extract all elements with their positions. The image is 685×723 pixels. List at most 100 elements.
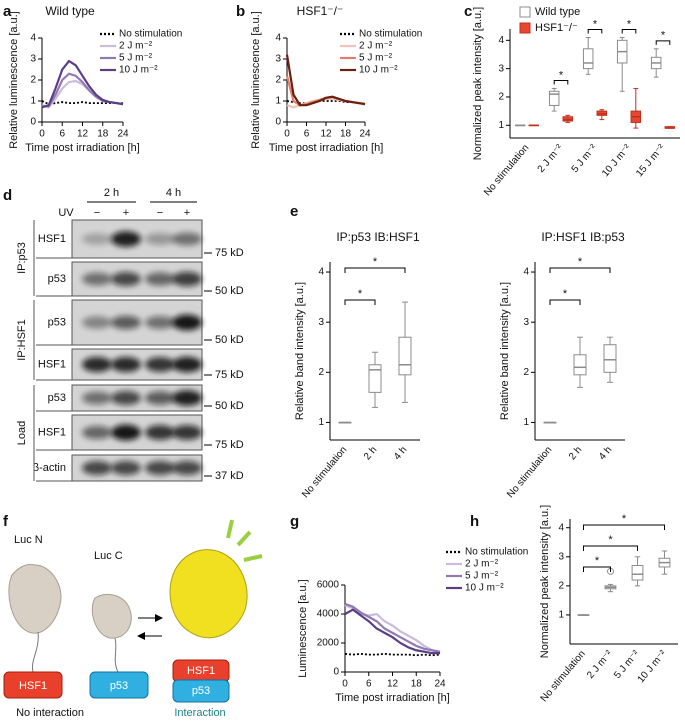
- blot-band: [82, 316, 112, 329]
- blot-band: [82, 391, 112, 405]
- panel-label: e: [290, 203, 298, 220]
- interaction-label: Interaction: [174, 707, 225, 719]
- significance-bracket: [583, 524, 665, 530]
- significance-label: *: [627, 18, 632, 30]
- luciferase: [169, 549, 248, 639]
- line: [344, 602, 441, 653]
- significance-bracket: [549, 299, 581, 305]
- legend-swatch: [519, 22, 531, 34]
- treatment-sign: +: [184, 207, 190, 219]
- light-ray: [243, 554, 263, 562]
- legend-label: No stimulation: [359, 29, 422, 40]
- panel-label: b: [236, 3, 245, 20]
- y-tick-label: 3: [275, 54, 281, 65]
- y-tick-label: 3: [558, 551, 564, 562]
- legend-label: Wild type: [535, 6, 580, 18]
- line: [344, 604, 441, 655]
- x-tick-label: 2 J m⁻²: [585, 648, 615, 681]
- significance-bracket: [344, 267, 406, 273]
- linker: [31, 631, 39, 673]
- light-ray: [236, 530, 252, 547]
- x-axis-label: Time post irradiation [h]: [25, 142, 140, 154]
- y-tick-label: 1: [523, 417, 529, 428]
- blot-band: [111, 460, 141, 476]
- y-tick-label: 4: [558, 522, 564, 533]
- y-tick-label: 2: [30, 75, 36, 86]
- blot-band: [172, 425, 202, 440]
- luc-n-label: Luc N: [14, 534, 43, 546]
- hsf1-box: [3, 671, 63, 699]
- y-tick-label: 0: [275, 117, 281, 128]
- blot-band: [111, 390, 141, 406]
- x-tick-label: 12: [387, 679, 399, 690]
- x-tick-label: No stimulation: [505, 445, 554, 501]
- time-label: 4 h: [166, 187, 181, 199]
- box: [398, 336, 412, 376]
- x-tick-label: 18: [411, 679, 423, 690]
- blot-band: [145, 316, 175, 329]
- blot-band: [172, 232, 202, 246]
- protein-label: HSF1: [38, 358, 66, 370]
- p53-label: p53: [192, 685, 210, 697]
- x-tick-label: 24: [434, 679, 446, 690]
- blot-band: [145, 233, 175, 245]
- panel-label: g: [290, 513, 299, 530]
- luc-c-protein: [91, 594, 132, 639]
- box: [603, 344, 617, 373]
- blot-band: [82, 425, 112, 440]
- y-tick-label: 2: [275, 75, 281, 86]
- y-tick-label: 4: [275, 33, 281, 44]
- line: [344, 608, 440, 655]
- legend-label: 2 J m⁻²: [359, 41, 393, 52]
- significance-bracket: [549, 267, 611, 273]
- box: [548, 90, 560, 106]
- x-tick-label: 10 J m⁻²: [600, 142, 634, 179]
- luc-c-label: Luc C: [94, 550, 123, 562]
- group-label: IP:HSF1: [16, 319, 28, 361]
- y-tick-label: 1: [558, 610, 564, 621]
- y-tick-label: 1: [30, 96, 36, 107]
- panel-label: c: [464, 3, 472, 20]
- x-tick-label: 0: [39, 129, 45, 140]
- diagram: f Luc N Luc C HSF1 p53 HSF1 p53 No inter…: [3, 513, 263, 719]
- x-tick-label: 4 h: [597, 445, 614, 463]
- significance-bracket: [583, 566, 611, 572]
- x-tick-label: 18: [340, 129, 352, 140]
- x-tick-label: 18: [97, 129, 109, 140]
- blot-band: [172, 356, 202, 373]
- legend-label: No stimulation: [465, 547, 528, 558]
- group-label: IP:p53: [16, 242, 28, 274]
- no-interaction-label: No interaction: [16, 707, 84, 719]
- x-tick-label: 6: [304, 129, 310, 140]
- y-tick-label: 2: [498, 92, 504, 103]
- box: [582, 48, 594, 70]
- y-axis-label: Relative luminescence [a.u.]: [250, 11, 262, 149]
- y-axis-label: Normalized peak intensity [a.u.]: [539, 505, 551, 658]
- x-tick-label: 10 J m⁻²: [636, 648, 670, 685]
- legend-label: 10 J m⁻²: [119, 65, 158, 76]
- marker-label: 50 kD: [215, 400, 244, 412]
- blot-band: [111, 356, 141, 373]
- p53-box: [89, 671, 149, 699]
- marker-label: 50 kD: [215, 285, 244, 297]
- x-tick-label: 6: [59, 129, 65, 140]
- x-tick-label: 6: [366, 679, 372, 690]
- y-tick-label: 3: [523, 317, 529, 328]
- y-tick-label: 0: [333, 667, 339, 678]
- y-axis-label: Normalized peak intensity [a.u.]: [472, 7, 484, 160]
- legend-label: 5 J m⁻²: [119, 53, 153, 64]
- y-tick-label: 3: [498, 63, 504, 74]
- treatment-sign: −: [94, 207, 100, 219]
- protein-label: HSF1: [38, 426, 66, 438]
- x-tick-label: 5 J m⁻²: [570, 142, 600, 175]
- marker-label: 75 kD: [215, 369, 244, 381]
- blot-band: [172, 271, 202, 287]
- treatment-sign: +: [123, 207, 129, 219]
- box: [573, 354, 587, 376]
- line: [285, 75, 366, 107]
- blot-band: [172, 460, 202, 476]
- y-axis-label: Luminescence [a.u.]: [297, 579, 309, 677]
- x-axis-label: Time post irradiation [h]: [335, 692, 450, 704]
- y-tick-label: 2: [318, 367, 324, 378]
